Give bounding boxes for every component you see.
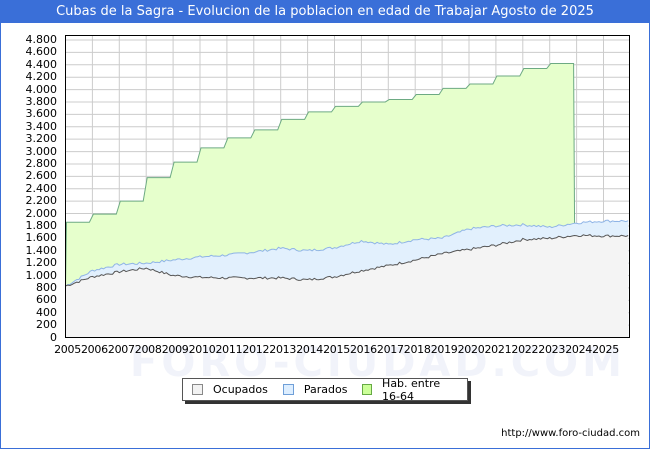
parados-swatch-icon	[282, 384, 294, 395]
y-tick-label: 2.600	[25, 169, 58, 183]
x-tick-label: 2008	[134, 343, 162, 356]
x-tick-label: 2019	[430, 343, 458, 356]
x-tick-label: 2025	[592, 343, 619, 356]
y-tick-label: 2.200	[25, 194, 58, 208]
y-tick-label: 200	[36, 318, 57, 332]
x-tick-label: 2012	[242, 343, 270, 356]
legend-item-hab: Hab. entre 16-64	[362, 377, 461, 403]
y-tick-label: 3.000	[25, 144, 58, 158]
x-tick-label: 2014	[296, 343, 323, 356]
legend-label: Hab. entre 16-64	[382, 376, 441, 403]
y-tick-label: 4.800	[25, 33, 58, 46]
y-tick-label: 1.800	[25, 218, 58, 232]
y-tick-label: 400	[36, 305, 57, 319]
y-tick-label: 4.600	[25, 45, 58, 59]
y-tick-label: 4.400	[25, 57, 58, 71]
chart-title: Cubas de la Sagra - Evolucion de la pobl…	[0, 0, 650, 23]
x-tick-label: 2020	[457, 343, 485, 356]
x-tick-label: 2009	[161, 343, 189, 356]
y-tick-label: 600	[36, 293, 57, 307]
y-tick-label: 1.600	[25, 231, 58, 245]
y-tick-label: 1.000	[25, 268, 58, 282]
ocupados-line	[65, 234, 629, 287]
x-tick-label: 2011	[215, 343, 243, 356]
y-tick-label: 3.400	[25, 119, 58, 133]
source-link[interactable]: http://www.foro-ciudad.com	[501, 428, 640, 439]
y-tick-label: 3.200	[25, 132, 58, 146]
x-tick-label: 2015	[323, 343, 350, 356]
x-tick-label: 2005	[54, 343, 81, 356]
x-tick-label: 2023	[538, 343, 566, 356]
y-tick-label: 2.800	[25, 156, 58, 170]
y-tick-label: 4.000	[25, 82, 58, 96]
y-tick-label: 3.600	[25, 107, 58, 121]
y-tick-label: 2.400	[25, 181, 58, 195]
y-tick-label: 4.200	[25, 70, 58, 84]
x-tick-label: 2018	[403, 343, 431, 356]
hab-line	[65, 63, 576, 287]
x-tick-label: 2013	[269, 343, 297, 356]
y-tick-label: 2.000	[25, 206, 58, 220]
plot-border	[65, 35, 630, 338]
x-tick-label: 2006	[80, 343, 108, 356]
x-tick-label: 2024	[565, 343, 592, 356]
ocupados-area	[65, 234, 629, 338]
ocupados-swatch-icon	[192, 384, 203, 395]
x-tick-label: 2022	[511, 343, 539, 356]
y-tick-label: 1.400	[25, 243, 58, 257]
x-tick-label: 2016	[349, 343, 377, 356]
parados-line	[65, 219, 629, 287]
legend-label: Ocupados	[213, 383, 268, 396]
y-tick-label: 800	[36, 280, 57, 294]
x-tick-label: 2007	[107, 343, 135, 356]
x-tick-label: 2017	[376, 343, 404, 356]
y-tick-label: 0	[50, 330, 57, 344]
x-tick-label: 2010	[188, 343, 216, 356]
legend-item-parados: Parados	[282, 383, 348, 396]
legend-item-ocupados: Ocupados	[192, 383, 268, 396]
hab-swatch-icon	[362, 384, 373, 395]
legend-label: Parados	[303, 383, 348, 396]
legend: Ocupados Parados Hab. entre 16-64	[182, 377, 468, 403]
x-tick-label: 2021	[484, 343, 512, 356]
y-tick-label: 3.800	[25, 94, 58, 108]
y-tick-label: 1.200	[25, 256, 58, 270]
